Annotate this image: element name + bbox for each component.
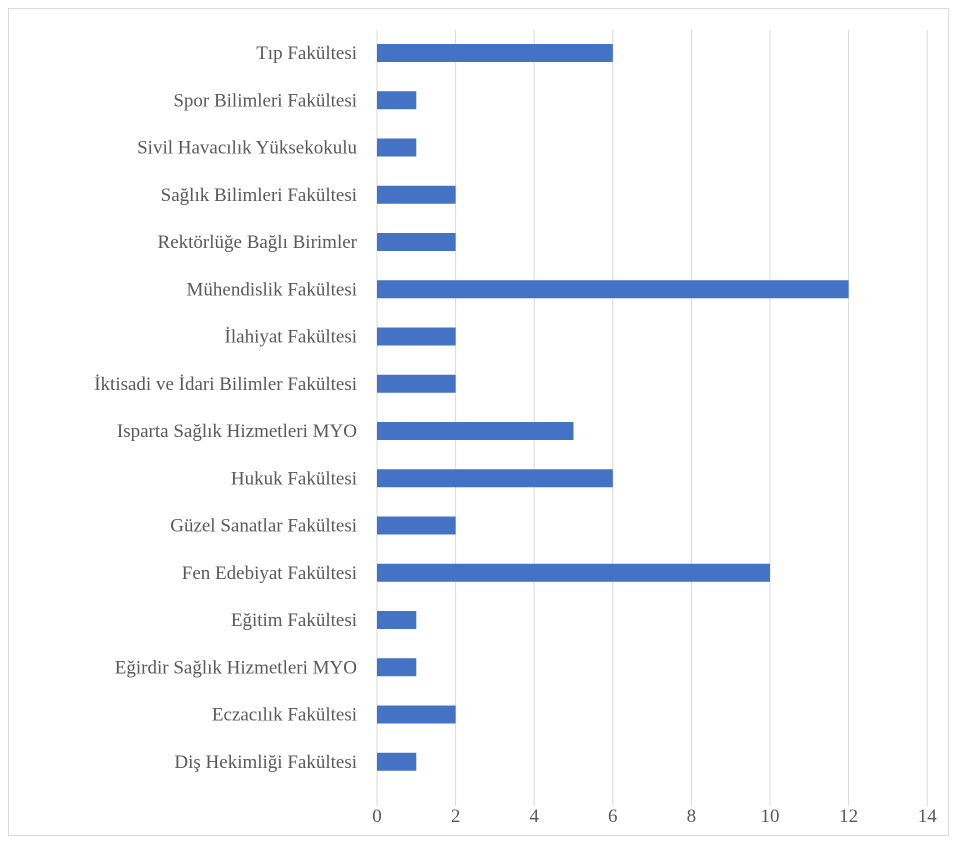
bar	[377, 374, 456, 393]
bar	[377, 469, 613, 488]
category-label: Eğirdir Sağlık Hizmetleri MYO	[115, 657, 357, 678]
category-label: İktisadi ve İdari Bilimler Fakültesi	[94, 374, 357, 395]
bar	[377, 422, 574, 440]
category-label: Güzel Sanatlar Fakültesi	[170, 516, 357, 537]
bar	[377, 516, 456, 535]
category-label: Eczacılık Fakültesi	[212, 705, 357, 726]
gridlines	[376, 30, 928, 806]
x-tick-label: 12	[839, 806, 858, 827]
category-label: Eğitim Fakültesi	[231, 610, 357, 631]
bar	[377, 185, 456, 204]
category-label: İlahiyat Fakültesi	[225, 327, 357, 348]
x-tick-label: 6	[608, 806, 618, 827]
category-label: Diş Hekimliği Fakültesi	[174, 752, 357, 773]
x-tick-label: 0	[372, 806, 382, 827]
x-tick-label: 4	[529, 806, 539, 827]
bar	[377, 563, 770, 582]
x-tick-label: 14	[918, 806, 938, 827]
x-tick-label: 8	[687, 806, 697, 827]
bar	[377, 327, 456, 346]
category-label: Isparta Sağlık Hizmetleri MYO	[117, 421, 357, 442]
bar	[377, 233, 456, 251]
category-label: Sivil Havacılık Yüksekokulu	[137, 138, 357, 159]
bar	[377, 752, 417, 771]
bar	[377, 138, 417, 157]
category-label: Rektörlüğe Bağlı Birimler	[158, 232, 358, 253]
category-label: Tıp Fakültesi	[256, 43, 357, 64]
category-label: Hukuk Fakültesi	[231, 468, 357, 489]
category-label: Sağlık Bilimleri Fakültesi	[161, 185, 357, 206]
bar	[377, 658, 417, 677]
bar	[377, 280, 849, 299]
x-tick-label: 10	[761, 806, 780, 827]
category-label: Spor Bilimleri Fakültesi	[173, 90, 357, 111]
bar	[377, 705, 456, 724]
bar	[377, 611, 417, 629]
x-tick-label: 2	[451, 806, 461, 827]
category-label: Mühendislik Fakültesi	[187, 279, 357, 300]
category-label: Fen Edebiyat Fakültesi	[182, 563, 357, 584]
category-labels: Tıp Fakültesi Spor Bilimleri Fakültesi Siv…	[94, 43, 357, 773]
bar	[377, 44, 613, 62]
x-axis-tick-labels: 0 2 4 6 8 10 12 14	[372, 806, 937, 827]
bars	[377, 44, 849, 771]
bar	[377, 91, 417, 110]
